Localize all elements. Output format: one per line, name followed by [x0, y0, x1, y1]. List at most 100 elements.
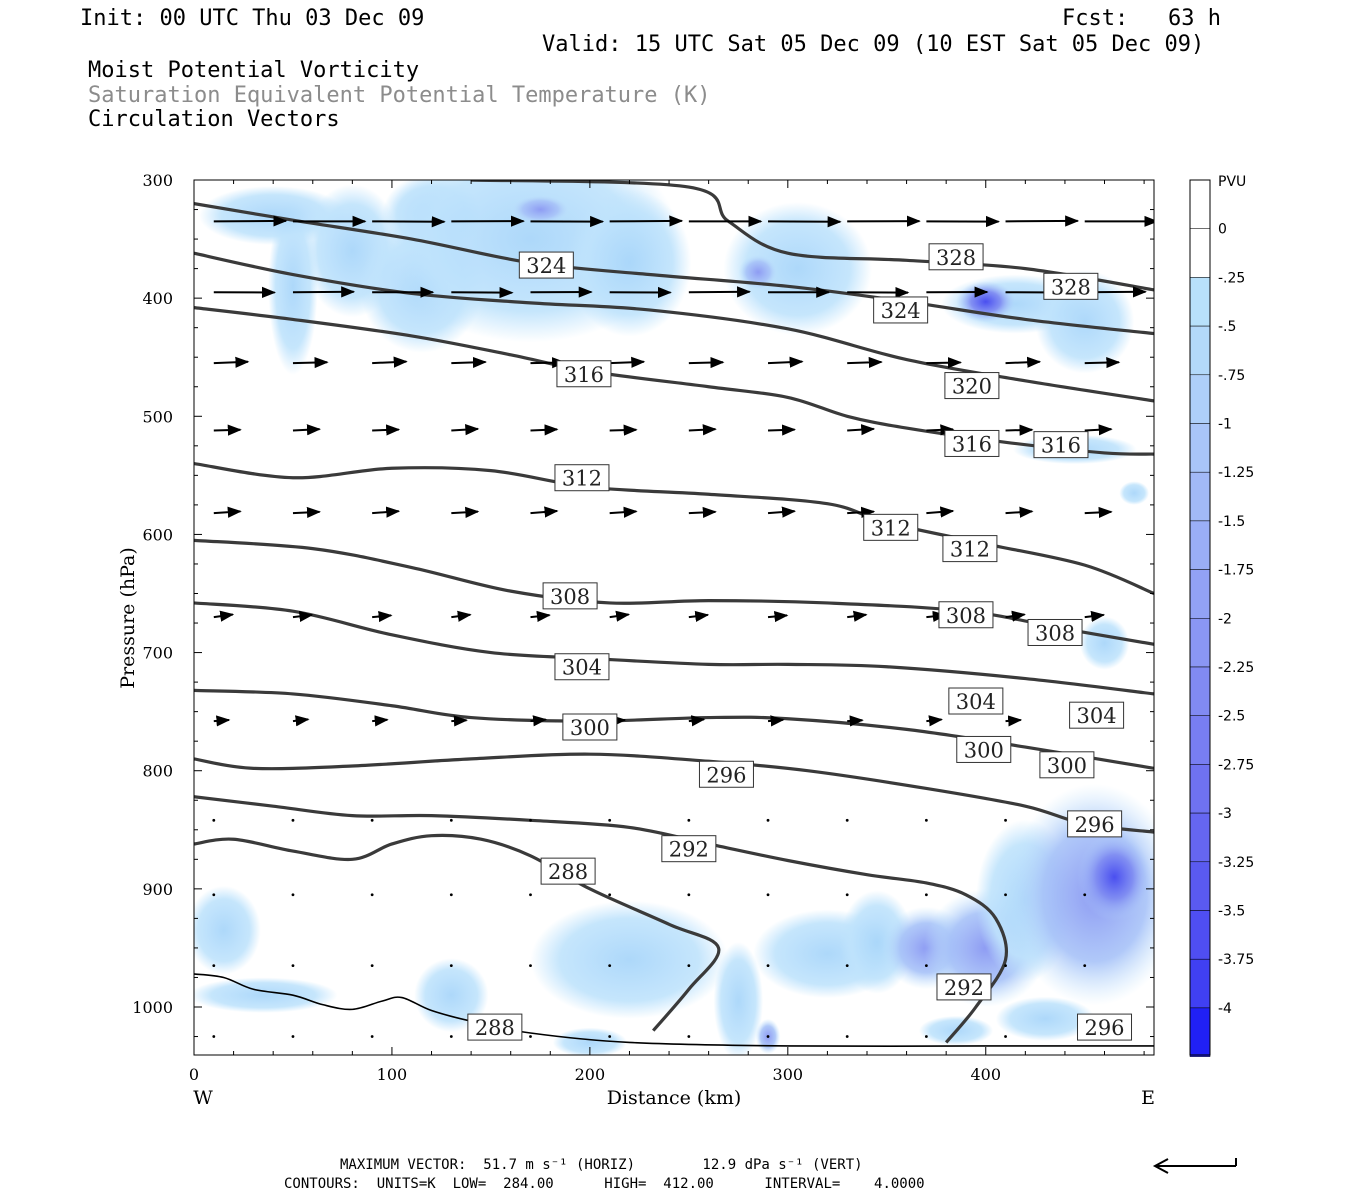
colorbar-tick-label-5: -1.25: [1218, 465, 1254, 481]
vector-7-7: [766, 818, 770, 822]
vector-2-11: [1084, 356, 1121, 369]
contour-324: [194, 202, 1154, 336]
y-tick-label-800: 800: [142, 762, 173, 781]
vector-2-2: [372, 356, 408, 368]
colorbar-tick-label-10: -2.5: [1218, 709, 1245, 725]
vector-5-2: [372, 610, 393, 623]
vector-4-3: [451, 506, 480, 518]
vector-9-3: [449, 964, 453, 968]
contour-label-296: 296: [698, 760, 754, 788]
contour-label-308: 308: [542, 582, 598, 610]
vector-6-7: [767, 715, 785, 727]
svg-text:316: 316: [1041, 434, 1081, 458]
vector-4-10: [1005, 506, 1034, 518]
vector-10-2: [370, 1035, 374, 1038]
vector-9-1: [291, 964, 295, 968]
x-axis-east-label: E: [1141, 1087, 1155, 1109]
contour-label-296: 296: [1067, 810, 1123, 838]
svg-text:296: 296: [706, 763, 746, 787]
vector-8-5: [608, 893, 612, 897]
vector-4-4: [530, 506, 559, 518]
colorbar-swatch-6: [1189, 471, 1211, 522]
vector-3-7: [767, 424, 797, 436]
vector-10-9: [924, 1035, 928, 1038]
vector-5-11: [1084, 610, 1106, 622]
vector-6-10: [1005, 715, 1023, 727]
colorbar-frame: [1189, 179, 1211, 1056]
vector-10-6: [687, 1035, 691, 1038]
vector-5-1: [292, 610, 314, 622]
vector-3-0: [213, 424, 242, 436]
svg-text:304: 304: [562, 656, 602, 680]
colorbar-swatch-4: [1189, 374, 1211, 424]
svg-text:308: 308: [946, 604, 986, 628]
vector-5-3: [451, 610, 472, 622]
vector-7-9: [924, 818, 928, 822]
y-tick-label-300: 300: [142, 171, 173, 190]
forecast-hour: Fcst: 63 h: [1062, 6, 1221, 31]
colorbar-swatch-13: [1189, 812, 1211, 863]
contour-label-312: 312: [942, 535, 998, 563]
contour-label-296: 296: [1077, 1013, 1133, 1041]
vector-9-9: [924, 964, 928, 968]
svg-text:312: 312: [871, 516, 911, 540]
init-time: Init: 00 UTC Thu 03 Dec 09: [80, 6, 425, 31]
vector-2-6: [688, 356, 725, 369]
vector-5-4: [530, 610, 551, 623]
valid-time: Valid: 15 UTC Sat 05 Dec 09 (10 EST Sat …: [542, 32, 1205, 57]
vector-4-8: [847, 506, 876, 518]
colorbar-swatch-10: [1189, 666, 1211, 716]
svg-text:320: 320: [952, 375, 992, 399]
svg-text:308: 308: [1035, 621, 1075, 645]
svg-text:300: 300: [1047, 754, 1087, 778]
vector-6-3: [451, 715, 468, 727]
colorbar-swatch-11: [1189, 715, 1211, 765]
colorbar-swatch-8: [1189, 569, 1211, 619]
colorbar-swatch-15: [1189, 910, 1211, 960]
vector-8-3: [449, 893, 453, 897]
colorbar-tick-label-11: -2.75: [1218, 757, 1254, 773]
vector-10-1: [291, 1035, 295, 1038]
vector-3-3: [451, 424, 480, 436]
x-axis-west-label: W: [193, 1087, 213, 1109]
contour-label-328: 328: [1043, 272, 1099, 300]
vector-10-5: [608, 1035, 612, 1038]
vector-7-2: [370, 818, 374, 822]
vector-8-9: [924, 893, 928, 897]
vector-4-5: [609, 506, 638, 518]
colorbar-tick-label-12: -3: [1218, 806, 1232, 822]
vector-3-1: [292, 424, 321, 436]
pv-blob-6: [510, 194, 571, 225]
vector-3-4: [530, 424, 559, 436]
contour-label-312: 312: [863, 513, 919, 541]
vector-3-11: [1084, 424, 1113, 436]
vector-7-1: [291, 818, 295, 822]
vector-2-9: [926, 357, 962, 369]
svg-text:292: 292: [944, 976, 984, 1000]
colorbar-swatch-16: [1189, 958, 1211, 1009]
vector-5-10: [1005, 610, 1026, 622]
vector-3-8: [847, 424, 876, 436]
vector-4-9: [926, 506, 955, 518]
contour-label-316: 316: [556, 360, 612, 388]
vector-2-3: [451, 356, 487, 369]
contour-label-316: 316: [1033, 431, 1089, 459]
svg-text:304: 304: [1077, 704, 1117, 728]
vector-4-0: [213, 506, 242, 518]
vector-9-4: [529, 964, 532, 968]
vector-8-6: [687, 893, 691, 897]
contour-label-308: 308: [938, 601, 994, 629]
vector-7-3: [449, 818, 453, 822]
svg-text:308: 308: [550, 585, 590, 609]
vector-6-2: [372, 715, 389, 727]
x-tick-label-300: 300: [773, 1065, 804, 1084]
circulation-vectors: [212, 215, 1154, 1038]
vector-7-8: [845, 818, 849, 822]
contour-label-304: 304: [554, 653, 610, 681]
contour-316: [194, 306, 1154, 456]
vector-9-6: [687, 964, 691, 968]
colorbar-swatch-5: [1189, 423, 1211, 473]
svg-text:324: 324: [526, 254, 566, 278]
vector-8-1: [291, 893, 295, 897]
contour-label-300: 300: [1039, 751, 1095, 779]
